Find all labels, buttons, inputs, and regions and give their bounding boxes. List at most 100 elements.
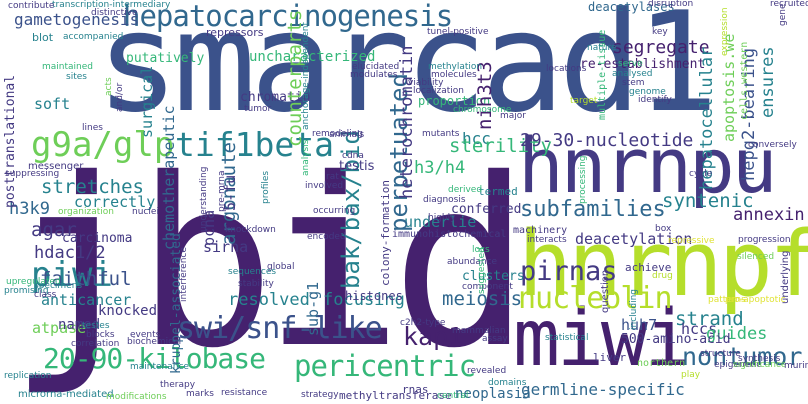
word-histones: histones bbox=[345, 290, 403, 302]
word-h3-h4: h3/h4 bbox=[414, 160, 465, 177]
word-cells-western: cells.western bbox=[740, 42, 750, 120]
word-soft: soft bbox=[34, 97, 70, 112]
word-termed: termed bbox=[478, 186, 518, 197]
word-acts: acts bbox=[105, 77, 114, 96]
word-recruited: recruited bbox=[770, 0, 808, 9]
word-lines: lines bbox=[82, 124, 103, 133]
word-huh7: huh7 bbox=[621, 318, 657, 333]
word-box: box bbox=[655, 225, 671, 234]
word-mutants: mutants bbox=[422, 130, 459, 139]
word-distinctive: distinctive bbox=[91, 9, 137, 18]
word-methyltransferase: methyltransferase bbox=[339, 390, 452, 401]
word-target: target bbox=[570, 97, 597, 106]
word-stability: stability bbox=[238, 280, 274, 289]
word-murine: murine bbox=[784, 362, 808, 371]
word-knockdown: knockdown bbox=[225, 226, 276, 235]
word-segregate: segregate bbox=[612, 39, 710, 57]
word-structure: structure bbox=[700, 350, 741, 359]
word-involved: involved bbox=[305, 182, 343, 191]
word-subfamilies: subfamilies bbox=[520, 199, 666, 221]
word-domains: domains bbox=[488, 379, 526, 388]
word-posttranslational: posttranslational bbox=[4, 75, 17, 208]
word-heterochromatin: heterochromatin bbox=[399, 45, 416, 199]
word-statistical: statistical bbox=[545, 334, 588, 343]
word-serve: serve bbox=[618, 60, 643, 69]
word-conversely: conversely bbox=[748, 141, 797, 150]
word-underlying: underlying bbox=[781, 251, 791, 304]
word-29-30-nucleotide: 29-30-nucleotide bbox=[520, 132, 693, 150]
word-replication: replication bbox=[4, 372, 51, 381]
word-marks: marks bbox=[186, 390, 214, 399]
word-germline-specific: germline-specific bbox=[521, 382, 685, 398]
word-nucleolin: nucleolin bbox=[518, 284, 672, 314]
word-key: key bbox=[652, 28, 668, 37]
word-testis: testis bbox=[339, 160, 374, 173]
word-500-amino-acid: 500-amino-acid bbox=[621, 333, 731, 346]
word-including: including bbox=[630, 289, 639, 330]
word-synthesis: synthesis bbox=[738, 355, 780, 364]
word-localization: localization bbox=[413, 87, 464, 96]
word-analysis: analysis bbox=[302, 140, 311, 176]
word-modifications: modifications bbox=[106, 393, 167, 402]
word-resolved: resolved bbox=[228, 292, 310, 309]
word-assay: assay bbox=[482, 335, 508, 344]
word-repressive: repressive bbox=[668, 237, 715, 246]
word-locations: locations bbox=[546, 65, 586, 74]
word-repressors: repressors bbox=[206, 27, 264, 38]
word-liver: liver bbox=[593, 352, 626, 363]
word-derived: derived bbox=[448, 186, 482, 195]
word-modulates: modulates bbox=[350, 71, 397, 80]
word-correlation: correlation bbox=[71, 340, 119, 349]
word-encoded: encoded bbox=[307, 233, 346, 242]
word-gene: gene bbox=[779, 4, 788, 27]
word-maintenance: maintenance bbox=[130, 363, 189, 372]
word-question: question bbox=[601, 270, 611, 313]
word-organization: organization bbox=[58, 208, 114, 217]
word-anchorage-independent: anchorage-independent bbox=[302, 22, 311, 130]
word-northern: northern bbox=[637, 359, 685, 369]
word-knocked: knocked bbox=[98, 304, 157, 318]
word-rnas: rnas bbox=[402, 384, 429, 395]
word-suggested: suggested bbox=[478, 247, 487, 294]
word-c2h2-type: c2h2-type bbox=[400, 319, 445, 328]
word-tunel-positive: tunel-positive bbox=[427, 28, 489, 37]
word-chemotherapeutic: chemotherapeutic bbox=[162, 106, 177, 251]
word-annexin: annexin bbox=[733, 207, 805, 224]
word-interference: interference bbox=[180, 247, 189, 302]
word-blot: blot bbox=[32, 32, 53, 43]
word-animals: animals bbox=[329, 131, 364, 140]
word-nature: nature bbox=[587, 44, 617, 53]
word-cycle: cycle bbox=[689, 170, 712, 179]
word-pericentric: pericentric bbox=[294, 352, 475, 381]
word-abundance: abundance bbox=[447, 258, 497, 267]
word-and-or: and/or bbox=[116, 83, 125, 112]
word-interacts: interacts bbox=[527, 236, 567, 245]
word-drug: drug bbox=[652, 272, 673, 281]
word-maintained: maintained bbox=[42, 63, 93, 72]
word-processing: processing bbox=[579, 155, 588, 204]
word-highly: highly bbox=[428, 214, 455, 223]
word-sub-g1: sub-g1 bbox=[306, 282, 321, 336]
word-hdac1-2: hdac1/2 bbox=[34, 245, 106, 262]
word-class: class bbox=[34, 291, 56, 300]
word-play: play bbox=[681, 371, 700, 380]
word-carcinoma: carcinoma bbox=[62, 232, 132, 245]
word-pre-mrna: pre-mrna bbox=[218, 170, 227, 212]
word-progression: progression bbox=[738, 236, 791, 245]
word-resistance: resistance bbox=[221, 389, 267, 398]
word-central: central bbox=[437, 392, 468, 401]
word-swi-snf-like: swi/snf-like bbox=[177, 314, 382, 344]
word-patterns: patterns bbox=[708, 296, 746, 305]
word-strategy: strategy bbox=[301, 391, 339, 400]
word-major: major bbox=[500, 112, 526, 121]
word-nuclei: nuclei bbox=[132, 208, 159, 217]
word-sequences: sequences bbox=[228, 268, 276, 277]
word-understanding: understanding bbox=[200, 167, 209, 232]
word-events: events bbox=[130, 331, 160, 340]
word-component: component bbox=[462, 283, 513, 292]
word-putatively: putatively bbox=[126, 52, 204, 65]
word-profiles: profiles bbox=[262, 171, 271, 204]
word-suppressing: suppressing bbox=[5, 170, 59, 179]
word-accompanied: accompanied bbox=[63, 33, 123, 42]
